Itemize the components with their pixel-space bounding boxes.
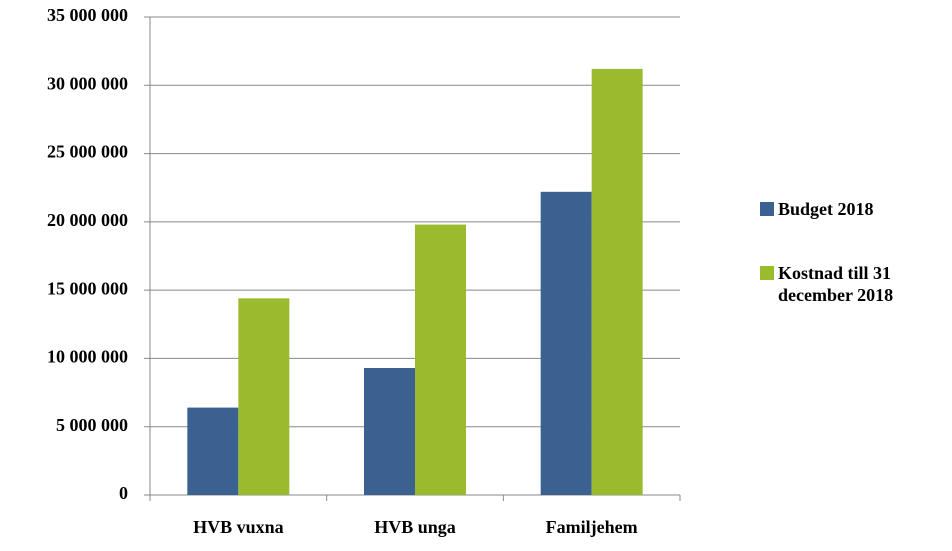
y-tick-label: 5 000 000 xyxy=(56,415,128,435)
y-tick-label: 10 000 000 xyxy=(47,347,128,367)
x-tick-label: HVB vuxna xyxy=(193,517,284,537)
bar xyxy=(415,224,466,496)
y-tick-label: 0 xyxy=(119,483,128,503)
legend-item: Budget 2018 xyxy=(760,198,945,220)
bar xyxy=(540,191,592,495)
legend-label: Kostnad till 31 december 2018 xyxy=(778,263,894,305)
y-tick-label: 15 000 000 xyxy=(47,278,128,298)
legend-item: Kostnad till 31 december 2018 xyxy=(760,262,945,306)
legend-label: Budget 2018 xyxy=(778,199,874,219)
bar xyxy=(364,367,415,495)
legend: Budget 2018 Kostnad till 31 december 2018 xyxy=(760,198,945,348)
x-tick-label: HVB unga xyxy=(374,517,456,537)
bar xyxy=(187,407,239,495)
bar xyxy=(591,68,643,495)
y-tick-label: 20 000 000 xyxy=(47,210,128,230)
bar xyxy=(238,298,290,495)
x-tick-label: Familjehem xyxy=(546,517,638,537)
legend-swatch xyxy=(760,202,774,216)
y-tick-label: 30 000 000 xyxy=(47,73,128,93)
y-tick-label: 35 000 000 xyxy=(47,5,128,25)
legend-swatch xyxy=(760,266,774,280)
y-tick-label: 25 000 000 xyxy=(47,142,128,162)
